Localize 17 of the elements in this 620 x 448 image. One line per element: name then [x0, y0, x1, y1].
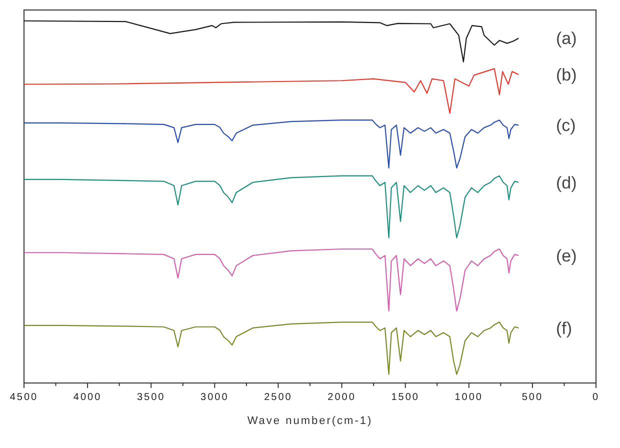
x-tick-label: 2000 — [328, 392, 356, 403]
text: (b) — [556, 65, 577, 84]
x-tick-label: 1000 — [454, 392, 484, 403]
text: (f) — [556, 318, 572, 338]
text: (e) — [556, 246, 577, 266]
x-tick-label: 2500 — [264, 392, 292, 403]
x-tick-label: 500 — [522, 392, 544, 403]
text: (c) — [556, 116, 576, 136]
x-tick-label: 1500 — [391, 392, 420, 403]
x-tick-label: 4000 — [73, 392, 102, 403]
text: (d) — [556, 173, 577, 192]
x-tick-label: 4500 — [10, 392, 38, 403]
x-tick-label: 3500 — [136, 392, 166, 403]
x-tick-label: 0 — [592, 392, 600, 403]
text: (a) — [556, 29, 577, 48]
x-axis-title: Wave number(cm-1) — [247, 415, 373, 427]
x-tick-label: 3000 — [200, 392, 229, 403]
